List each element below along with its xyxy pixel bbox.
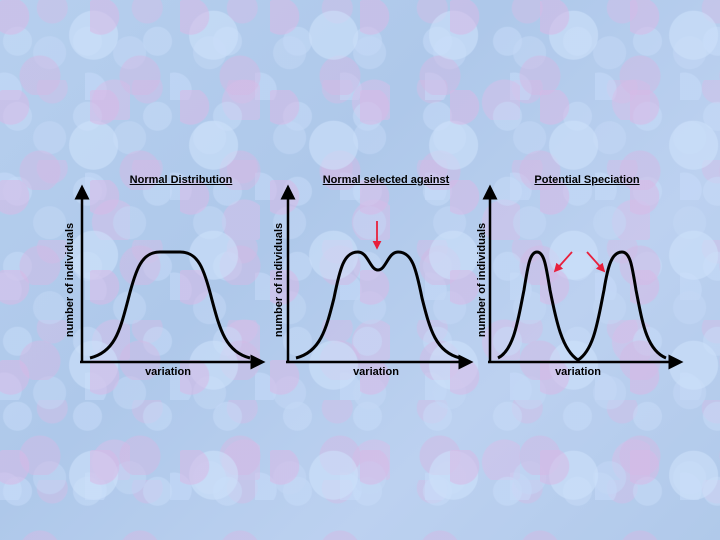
x-axis-label-3: variation — [555, 366, 601, 378]
panel-normal-selected-against — [280, 184, 474, 370]
panel-title-3: Potential Speciation — [534, 174, 640, 186]
y-axis-label-2: number of individuals — [273, 222, 285, 338]
speciation-arrow-right — [586, 251, 606, 273]
panel-potential-speciation — [482, 184, 684, 370]
distribution-curve — [89, 250, 251, 360]
x-axis-label-1: variation — [145, 366, 191, 378]
y-axis-label-3: number of individuals — [476, 222, 488, 338]
y-axis-label-1: number of individuals — [64, 222, 76, 338]
distribution-curve — [497, 250, 667, 362]
speciation-arrow-left — [553, 251, 573, 273]
distribution-curve — [295, 250, 461, 360]
x-axis-label-2: variation — [353, 366, 399, 378]
panel-normal-distribution — [74, 184, 266, 370]
panel-title-1: Normal Distribution — [129, 174, 233, 186]
panel-title-2: Normal selected against — [322, 174, 450, 186]
